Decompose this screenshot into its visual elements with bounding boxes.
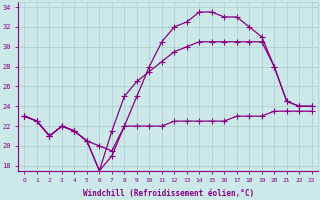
X-axis label: Windchill (Refroidissement éolien,°C): Windchill (Refroidissement éolien,°C) bbox=[83, 189, 254, 198]
